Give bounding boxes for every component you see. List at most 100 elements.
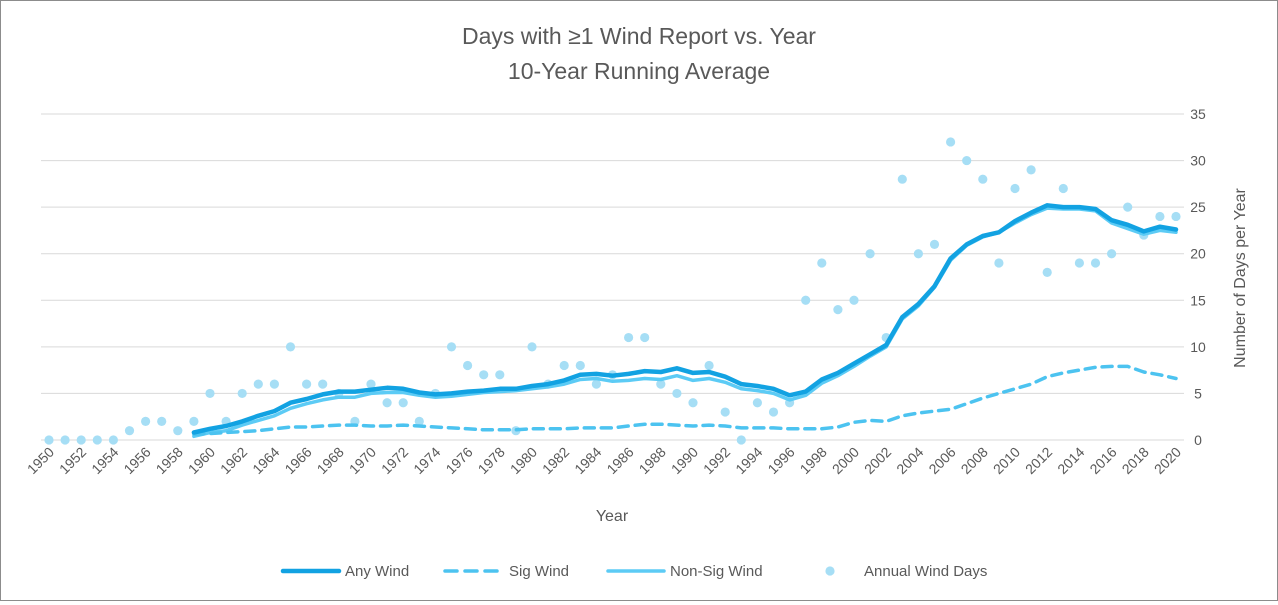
annual-point — [495, 370, 505, 380]
annual-point — [205, 388, 215, 399]
x-tick-label: 1992 — [700, 444, 733, 477]
y-tick-label: 5 — [1194, 385, 1202, 401]
y-tick-label: 0 — [1194, 432, 1202, 448]
annual-point — [624, 332, 634, 343]
legend-item: Any Wind — [280, 563, 409, 580]
y-tick-labels: 0 5 10 15 20 25 30 35 — [1190, 106, 1206, 448]
x-tick-label: 1964 — [249, 444, 282, 477]
annual-point — [575, 360, 585, 371]
annual-point — [60, 435, 70, 445]
series-line-sig-wind — [192, 364, 1178, 437]
annual-point — [994, 258, 1004, 268]
annual-point — [817, 258, 827, 268]
legend: Any Wind Sig Wind Non-Sig Wind Annual Wind … — [280, 563, 987, 580]
annual-point — [92, 435, 102, 445]
x-tick-label: 1980 — [507, 444, 540, 477]
x-tick-label: 1960 — [185, 444, 218, 477]
x-tick-label: 1982 — [539, 444, 572, 477]
annual-point — [1074, 258, 1084, 268]
y-tick-label: 35 — [1190, 106, 1206, 122]
x-tick-label: 1978 — [475, 444, 508, 477]
x-tick-label: 1974 — [410, 444, 443, 477]
annual-point — [849, 295, 859, 305]
annual-point — [913, 249, 924, 259]
legend-item: Sig Wind — [443, 563, 569, 580]
annual-point — [382, 398, 392, 408]
x-tick-label: 2010 — [990, 444, 1023, 477]
annual-point — [76, 435, 86, 445]
gridlines — [41, 113, 1184, 441]
annual-point — [720, 407, 730, 417]
x-tick-label: 2000 — [829, 444, 862, 477]
y-axis-title: Number of Days per Year — [1232, 188, 1249, 368]
x-tick-label: 1956 — [120, 444, 153, 477]
x-tick-label: 1972 — [378, 444, 411, 477]
annual-point — [237, 388, 247, 399]
annual-point — [414, 416, 424, 426]
annual-point — [398, 398, 408, 408]
y-tick-label: 30 — [1190, 153, 1206, 169]
y-tick-label: 25 — [1190, 199, 1206, 215]
annual-point — [285, 342, 296, 352]
annual-point — [1058, 183, 1068, 194]
x-tick-label: 1958 — [153, 444, 186, 477]
x-tick-label: 2014 — [1054, 444, 1087, 477]
x-tick-label: 1970 — [346, 444, 379, 477]
legend-label: Sig Wind — [509, 563, 569, 580]
x-tick-label: 1952 — [56, 444, 89, 477]
y-tick-label: 15 — [1190, 292, 1206, 308]
x-tick-label: 2006 — [925, 444, 958, 477]
x-tick-label: 2020 — [1151, 444, 1184, 477]
series-layer — [44, 137, 1181, 445]
annual-point — [1171, 211, 1181, 222]
annual-point — [157, 416, 167, 426]
x-tick-label: 2008 — [958, 444, 991, 477]
x-tick-label: 1976 — [442, 444, 475, 477]
x-tick-label: 2018 — [1119, 444, 1152, 477]
annual-point — [463, 360, 473, 371]
annual-point — [978, 174, 988, 184]
x-tick-label: 1990 — [668, 444, 701, 477]
annual-point — [1010, 183, 1020, 194]
annual-point — [656, 379, 666, 389]
annual-point — [833, 305, 843, 315]
x-tick-label: 2012 — [1022, 444, 1055, 477]
series-line-non-sig-wind — [192, 206, 1178, 439]
annual-point — [897, 174, 907, 184]
x-tick-label: 2004 — [893, 444, 926, 477]
x-tick-label: 1998 — [797, 444, 830, 477]
annual-point — [1123, 202, 1133, 212]
x-tick-label: 1984 — [571, 444, 604, 477]
y-tick-label: 20 — [1190, 246, 1206, 262]
annual-point — [527, 342, 537, 352]
legend-item: Non-Sig Wind — [606, 563, 763, 580]
series-line-any-wind — [191, 203, 1179, 435]
annual-point — [1107, 249, 1117, 259]
annual-point — [752, 398, 763, 408]
x-tick-labels: 1950195219541956195819601962196419661968… — [24, 444, 1184, 477]
x-tick-label: 1986 — [603, 444, 636, 477]
annual-point — [253, 379, 263, 389]
annual-point — [1026, 165, 1036, 175]
annual-point — [688, 398, 698, 408]
annual-point — [302, 379, 312, 389]
x-tick-label: 1962 — [217, 444, 250, 477]
annual-point — [124, 426, 135, 436]
annual-point — [1090, 258, 1101, 268]
annual-point — [591, 379, 602, 389]
x-tick-label: 1966 — [281, 444, 314, 477]
x-axis-title: Year — [596, 508, 629, 525]
x-tick-label: 1996 — [764, 444, 797, 477]
chart-subtitle: 10-Year Running Average — [508, 58, 770, 84]
annual-point — [768, 407, 779, 417]
annual-point — [318, 379, 328, 389]
x-tick-label: 1954 — [88, 444, 121, 477]
annual-point — [559, 360, 569, 371]
legend-label: Any Wind — [345, 563, 409, 580]
legend-item: Annual Wind Days — [825, 563, 987, 580]
legend-label: Annual Wind Days — [864, 563, 987, 580]
annual-point — [704, 360, 714, 371]
x-tick-label: 1950 — [24, 444, 57, 477]
legend-label: Non-Sig Wind — [670, 563, 763, 580]
